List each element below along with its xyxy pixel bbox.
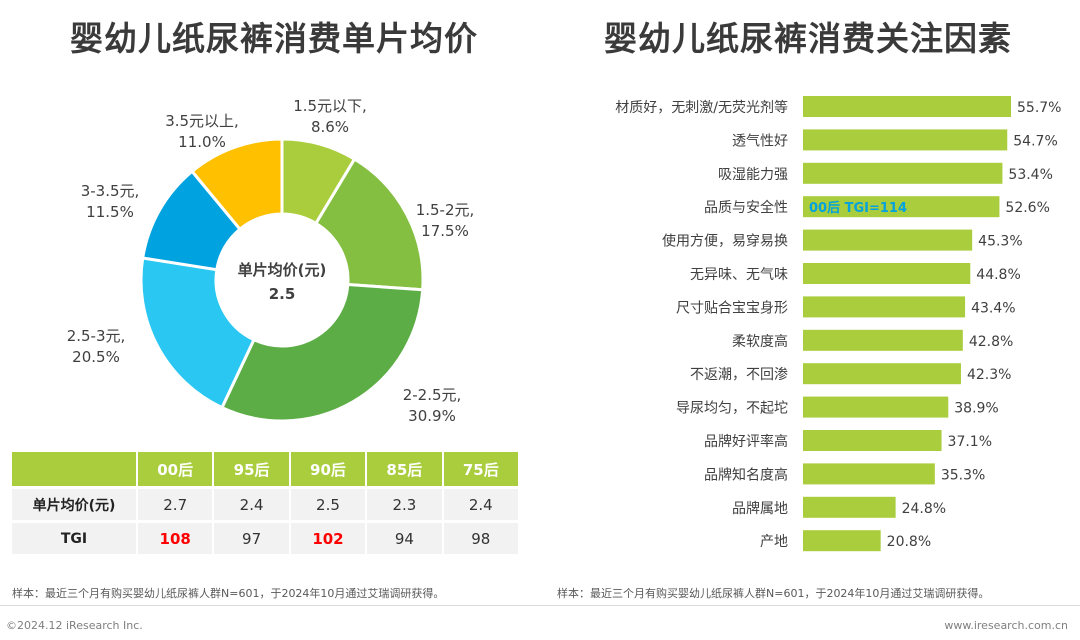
- bar-value-label: 42.8%: [969, 334, 1013, 350]
- bar-category-label: 品质与安全性: [704, 199, 788, 216]
- bar-category-label: 无异味、无气味: [690, 267, 788, 283]
- bar: [803, 296, 966, 318]
- slice-name: 1.5-2元,: [416, 201, 475, 219]
- bar-value-label: 20.8%: [887, 534, 931, 550]
- table-header-cell: 95后: [214, 452, 289, 486]
- table-header-cell: 75后: [443, 452, 518, 486]
- bar: [803, 496, 896, 518]
- slice-percent: 11.0%: [178, 133, 226, 151]
- bar-value-label: 44.8%: [976, 267, 1020, 283]
- sample-note-right: 样本：最近三个月有购买婴幼儿纸尿裤人群N=601，于2024年10月通过艾瑞调研…: [557, 587, 990, 600]
- table-cell: 97: [214, 523, 289, 554]
- table-cell: 108: [138, 523, 213, 554]
- slice-name: 2.5-3元,: [67, 327, 126, 345]
- table-cell: 2.5: [290, 489, 366, 520]
- table-header-cell: 85后: [367, 452, 442, 486]
- bar-category-label: 品牌好评率高: [704, 433, 788, 450]
- slice-label: 2.5-3元, 20.5%: [67, 327, 126, 366]
- table-header-cell: 90后: [290, 452, 366, 486]
- table-cell: 94: [367, 523, 442, 554]
- table-header-cell: 00后: [138, 452, 213, 486]
- table-row-header: 单片均价(元): [12, 489, 136, 520]
- bar-category-label: 不返潮，不回渗: [690, 367, 788, 383]
- bar-category-label: 吸湿能力强: [718, 167, 788, 183]
- table-cell: 102: [290, 523, 366, 554]
- bar-category-label: 使用方便，易穿易换: [662, 233, 788, 250]
- bar-value-label: 37.1%: [948, 434, 992, 450]
- slice-percent: 17.5%: [421, 222, 469, 240]
- center-value: 2.5: [269, 285, 296, 303]
- bar-category-label: 尺寸贴合宝宝身形: [676, 300, 788, 316]
- slice-percent: 11.5%: [86, 203, 134, 221]
- table-header-cell: [12, 452, 136, 486]
- table-header-row: 00后 95后 90后 85后 75后: [12, 452, 518, 486]
- bar-value-label: 53.4%: [1008, 167, 1052, 183]
- donut-slice: [139, 256, 256, 410]
- bar-category-label: 产地: [760, 534, 788, 550]
- bar-value-label: 55.7%: [1017, 100, 1061, 116]
- table-cell: 98: [443, 523, 518, 554]
- slice-name: 3-3.5元,: [81, 182, 140, 200]
- slice-label: 1.5-2元, 17.5%: [416, 201, 475, 240]
- bar: [803, 162, 1003, 184]
- slice-name: 3.5元以上,: [165, 112, 239, 130]
- footer-divider: [0, 605, 1080, 606]
- slice-percent: 8.6%: [311, 118, 349, 136]
- bar: [803, 129, 1008, 151]
- bar: [803, 196, 1000, 218]
- bar: [803, 263, 971, 284]
- bar: [803, 363, 961, 385]
- slice-label: 1.5元以下, 8.6%: [293, 97, 367, 136]
- tgi-annotation: 00后 TGI=114: [809, 200, 907, 216]
- bar-category-label: 品牌知名度高: [704, 466, 788, 483]
- bar: [803, 530, 881, 552]
- bar-value-label: 35.3%: [941, 467, 985, 483]
- slice-label: 2-2.5元, 30.9%: [403, 386, 462, 425]
- right-chart-title: 婴幼儿纸尿裤消费关注因素: [604, 19, 1012, 58]
- sample-note-left: 样本：最近三个月有购买婴幼儿纸尿裤人群N=601，于2024年10月通过艾瑞调研…: [12, 587, 445, 600]
- bar-value-label: 38.9%: [954, 401, 998, 417]
- donut-slice: [313, 157, 425, 292]
- table-cell: 2.3: [367, 489, 442, 520]
- table-cell: 2.4: [214, 489, 289, 520]
- slice-label: 3.5元以上, 11.0%: [165, 112, 239, 151]
- bar-category-label: 柔软度高: [732, 333, 788, 350]
- slice-percent: 30.9%: [408, 407, 456, 425]
- left-chart-title: 婴幼儿纸尿裤消费单片均价: [70, 19, 478, 58]
- center-label: 单片均价(元): [238, 261, 327, 279]
- table-row: 单片均价(元) 2.7 2.4 2.5 2.3 2.4: [12, 489, 518, 520]
- slice-label: 3-3.5元, 11.5%: [81, 182, 140, 221]
- donut-slice: [190, 137, 284, 232]
- bar-value-label: 24.8%: [902, 501, 946, 517]
- bar-category-label: 材质好，无刺激/无荧光剂等: [615, 99, 788, 116]
- bar-value-label: 54.7%: [1013, 133, 1057, 149]
- price-donut-chart: 1.5元以下, 8.6% 1.5-2元, 17.5% 2-2.5元, 30.9% 2.5-3…: [67, 97, 475, 425]
- slice-percent: 20.5%: [72, 348, 120, 366]
- bar: [803, 96, 1011, 117]
- bar: [803, 430, 942, 451]
- bar: [803, 396, 949, 418]
- slice-name: 2-2.5元,: [403, 386, 462, 404]
- table-row: TGI 108 97 102 94 98: [12, 523, 518, 554]
- bar-value-label: 45.3%: [978, 234, 1022, 250]
- bar: [803, 329, 963, 351]
- donut-slice: [219, 282, 425, 423]
- bar: [803, 463, 935, 485]
- copyright-text: ©2024.12 iResearch Inc.: [6, 619, 143, 632]
- bar-value-label: 52.6%: [1005, 200, 1049, 216]
- bar-value-label: 43.4%: [971, 300, 1015, 316]
- price-by-generation-table: 00后 95后 90后 85后 75后 单片均价(元) 2.7 2.4 2.5 2.3 2…: [10, 449, 520, 557]
- website-text: www.iresearch.com.cn: [944, 619, 1068, 632]
- table-cell: 2.7: [138, 489, 213, 520]
- table-cell: 2.4: [443, 489, 518, 520]
- bar: [803, 229, 973, 251]
- table-row-header: TGI: [12, 523, 136, 554]
- bar-value-label: 42.3%: [967, 367, 1011, 383]
- bar-category-label: 品牌属地: [732, 500, 788, 517]
- factor-bar-chart: 材质好，无刺激/无荧光剂等 55.7% 透气性好 54.7% 吸湿能力强 53.4% 品质与…: [615, 96, 1061, 552]
- bar-category-label: 透气性好: [732, 133, 788, 149]
- bar-category-label: 导尿均匀，不起坨: [676, 400, 788, 417]
- slice-name: 1.5元以下,: [293, 97, 367, 115]
